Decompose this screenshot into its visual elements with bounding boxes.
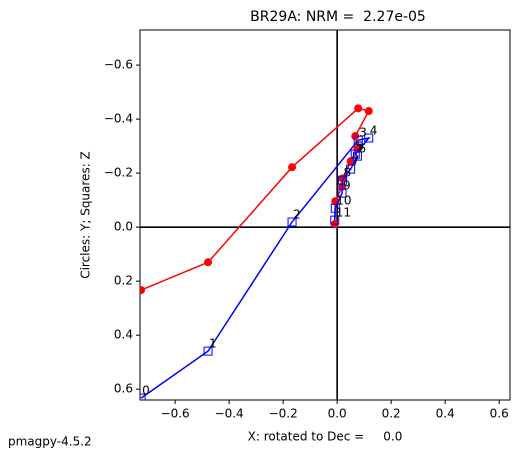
series-line: [140, 136, 371, 399]
footer: pmagpy-4.5.2: [8, 435, 92, 449]
point-label: 11: [336, 206, 351, 220]
y-tick-label: −0.4: [104, 112, 133, 126]
chart-title: BR29A: NRM = 2.27e-05: [250, 9, 426, 25]
x-tick-label: 0.2: [382, 407, 401, 421]
square-marker: [346, 164, 356, 174]
circle-marker: [354, 104, 363, 113]
square-marker: [330, 215, 340, 225]
x-tick-label: 0.4: [436, 407, 455, 421]
x-tick-label: 0.0: [328, 407, 347, 421]
x-tick-label: −0.4: [215, 407, 244, 421]
square-marker: [352, 151, 362, 161]
x-axis-label: X: rotated to Dec = 0.0: [248, 430, 403, 444]
circle-marker: [346, 157, 355, 166]
x-tick-label: −0.6: [161, 407, 190, 421]
y-axis-label: Circles: Y; Squares: Z: [79, 151, 93, 279]
square-marker: [287, 217, 297, 227]
square-marker: [364, 133, 374, 143]
point-label: 5: [356, 140, 364, 154]
y-tick-label: −0.2: [104, 166, 133, 180]
circle-marker: [364, 107, 373, 116]
y-tick-label: 0.0: [114, 220, 133, 234]
point-label: 3: [359, 126, 367, 140]
square-marker: [338, 175, 348, 185]
y-tick-label: −0.6: [104, 58, 133, 72]
point-label: 4: [370, 124, 378, 138]
square-marker: [140, 393, 146, 400]
point-label: 10: [336, 194, 351, 208]
point-label: 2: [293, 208, 301, 222]
square-marker: [353, 135, 363, 145]
square-marker: [350, 149, 360, 159]
point-label: 9: [343, 179, 351, 193]
circle-marker: [204, 258, 213, 267]
square-marker: [330, 203, 340, 213]
y-tick-label: 0.2: [114, 274, 133, 288]
point-label: 1: [209, 337, 217, 351]
point-label: 0: [142, 384, 150, 398]
point-label: 8: [344, 166, 352, 180]
x-tick-label: 0.6: [490, 407, 509, 421]
circle-marker: [288, 163, 297, 172]
point-label: 7: [352, 155, 360, 169]
point-label: 6: [358, 142, 366, 156]
plot-frame: [139, 29, 511, 401]
square-marker: [337, 188, 347, 198]
y-tick-label: 0.4: [114, 328, 133, 342]
x-tick-label: −0.2: [269, 407, 298, 421]
y-tick-label: 0.6: [114, 382, 133, 396]
square-marker: [203, 346, 213, 356]
circle-marker: [140, 286, 146, 295]
